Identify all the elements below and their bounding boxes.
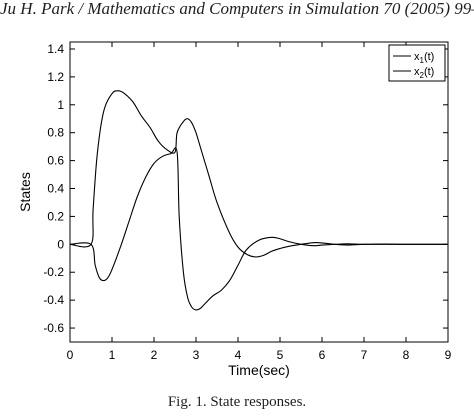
y-tick-label: 1 [57,98,64,112]
legend-box [388,44,446,82]
x-tick-label: 7 [361,348,368,362]
series-line-x2 [69,147,448,311]
x-axis-label: Time(sec) [228,362,290,378]
y-tick-label: 1.2 [47,70,64,84]
x-tick-label: 8 [403,348,410,362]
y-tick-label: 0.4 [47,182,64,196]
legend: x1(t)x2(t) [388,44,446,82]
x-tick-label: 3 [193,348,200,362]
x-tick-label: 9 [445,348,452,362]
y-tick-label: -0.6 [43,321,64,335]
x-tick-label: 0 [67,348,74,362]
running-title: Ju H. Park / Mathematics and Computers i… [0,0,474,18]
state-responses-chart: 0 1 2 3 4 5 6 7 8 9 -0.6 -0.4 -0.2 0 0.2 0.4 0.6 0.8 1 1.2 1… [17,41,452,378]
y-tick-label: -0.2 [43,265,64,279]
x-tick-label: 2 [151,348,158,362]
y-tick-label: 0.6 [47,154,64,168]
y-tick-label: 0.2 [47,209,64,223]
x-tick-label: 1 [109,348,116,362]
y-axis-label: States [17,172,33,212]
axes-layer: 0 1 2 3 4 5 6 7 8 9 -0.6 -0.4 -0.2 0 0.2 0.4 0.6 0.8 1 1.2 1… [17,41,452,378]
y-tick-label: 0.8 [47,126,64,140]
legend-label-x2: x2(t) [414,66,434,80]
figure-caption: Fig. 1. State responses. [167,394,307,410]
x-tick-label: 4 [235,348,242,362]
y-tick-label: 1.4 [47,42,64,56]
plot-frame [69,41,449,343]
series-layer [69,90,449,311]
x-tick-label: 6 [319,348,326,362]
legend-label-x1: x1(t) [414,51,434,65]
series-line-x1 [69,90,449,258]
y-tick-label: -0.4 [43,293,64,307]
x-tick-label: 5 [277,348,284,362]
y-tick-label: 0 [57,237,64,251]
